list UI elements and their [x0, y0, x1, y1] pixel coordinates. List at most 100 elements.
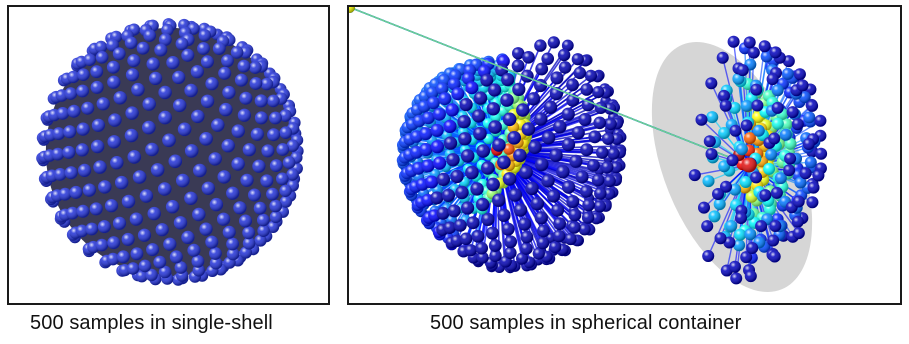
section-sample-shading	[703, 135, 716, 148]
shell-sample-shading	[85, 222, 99, 236]
shell-sample-shading	[76, 84, 89, 98]
shell-sample-shading	[90, 65, 104, 79]
shell-sample-shading	[142, 97, 156, 111]
shell-sample-shading	[173, 98, 187, 113]
shell-sample-shading	[58, 187, 72, 201]
container-sample-shading	[453, 219, 467, 232]
container-sample-shading	[419, 143, 433, 157]
section-sample-shading	[729, 183, 742, 196]
section-sample-shading	[702, 250, 715, 262]
shell-sample-shading	[94, 40, 108, 54]
container-sample-shading	[492, 193, 506, 207]
section-sample-shading	[771, 101, 784, 114]
container-sample-shading	[430, 191, 444, 205]
section-sample-shading	[716, 51, 729, 64]
shell-sample-shading	[209, 197, 224, 212]
section-sample-shading	[746, 242, 759, 254]
shell-sample-shading	[200, 94, 215, 109]
container-sample-shading	[447, 204, 461, 218]
shell-sample-shading	[129, 212, 143, 226]
container-sample-shading	[471, 229, 485, 243]
shell-sample-shading	[166, 56, 180, 70]
shell-sample-shading	[136, 41, 150, 55]
shell-sample-shading	[106, 60, 120, 74]
shell-sample-shading	[198, 29, 211, 42]
section-sample-shading	[735, 143, 748, 156]
shell-sample-shading	[239, 214, 252, 228]
shell-sample-shading	[217, 212, 231, 226]
shell-sample-shading	[269, 111, 282, 125]
section-sample-shading	[766, 73, 779, 86]
container-sample-shading	[489, 249, 502, 263]
section-sample-shading	[804, 156, 817, 169]
container-sample-shading	[480, 73, 494, 87]
container-sample-shading	[511, 59, 525, 73]
shell-sample-shading	[239, 91, 253, 105]
container-sample-shading	[421, 159, 435, 173]
shell-sample-shading	[184, 144, 199, 158]
container-sample-shading	[432, 107, 446, 121]
shell-sample-shading	[252, 159, 266, 173]
shell-sample-shading	[222, 85, 236, 100]
section-sample-shading	[763, 162, 776, 175]
shell-sample-shading	[96, 97, 110, 111]
container-sample-shading	[486, 102, 500, 116]
shell-sample-shading	[125, 68, 140, 82]
shell-sample-shading	[121, 232, 135, 246]
container-sample-shading	[571, 53, 584, 66]
shell-sample-shading	[279, 184, 292, 197]
shell-sample-shading	[253, 201, 267, 215]
section-sample-shading	[806, 99, 819, 112]
container-sample-shading	[512, 47, 525, 60]
shell-sample-shading	[233, 201, 247, 215]
section-sample-shading	[782, 55, 795, 68]
spherical-container-render	[349, 7, 828, 293]
shell-sample-shading	[230, 46, 244, 59]
shell-sample-shading	[218, 66, 232, 80]
shell-sample-shading	[162, 133, 176, 148]
shell-sample-shading	[154, 43, 168, 57]
shell-sample-shading	[181, 230, 195, 244]
shell-sample-shading	[158, 265, 172, 279]
container-sample-shading	[507, 131, 521, 145]
container-sample-shading	[519, 165, 533, 180]
container-sample-shading	[447, 77, 461, 91]
shell-sample-shading	[269, 159, 283, 173]
container-sample-shading	[516, 252, 529, 265]
shell-sample-shading	[63, 125, 77, 139]
shell-sample-shading	[77, 68, 90, 81]
shell-sample-shading	[209, 256, 223, 270]
section-sample-shading	[727, 35, 740, 48]
container-sample-shading	[465, 165, 479, 180]
shell-sample-shading	[199, 222, 213, 236]
shell-sample-shading	[131, 82, 145, 97]
shell-sample-shading	[64, 166, 78, 180]
container-sample-shading	[593, 200, 606, 213]
container-sample-shading	[578, 223, 591, 236]
shell-sample-shading	[98, 180, 112, 194]
shell-sample-shading	[127, 54, 141, 68]
container-sample-shading	[534, 78, 548, 93]
container-sample-shading	[501, 73, 515, 87]
shell-sample-shading	[266, 187, 279, 201]
shell-sample-shading	[249, 61, 262, 74]
shell-sample-shading	[112, 216, 127, 230]
shell-sample-shading	[190, 65, 204, 79]
container-sample-shading	[561, 39, 574, 52]
container-sample-shading	[595, 146, 609, 159]
shell-sample-shading	[240, 173, 254, 187]
shell-sample-shading	[67, 70, 80, 84]
container-sample-shading	[547, 36, 560, 49]
shell-sample-shading	[269, 199, 283, 213]
shell-sample-shading	[250, 127, 264, 141]
section-sample-shading	[719, 99, 732, 112]
container-sample-shading	[426, 86, 439, 99]
container-sample-shading	[610, 161, 623, 174]
shell-sample-shading	[254, 94, 268, 108]
shell-sample-shading	[106, 252, 120, 266]
container-sample-shading	[588, 130, 602, 144]
shell-sample-shading	[110, 156, 124, 170]
container-sample-shading	[566, 195, 580, 208]
container-sample-shading	[525, 181, 539, 196]
shell-sample-shading	[260, 77, 274, 91]
